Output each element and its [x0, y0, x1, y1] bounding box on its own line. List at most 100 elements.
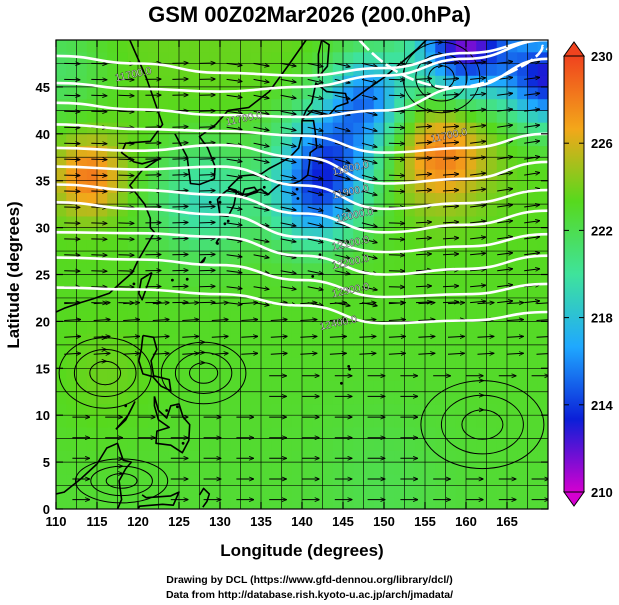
wind-arrow	[253, 286, 269, 290]
credit-drawing: Drawing by DCL (https://www.gfd-dennou.o…	[166, 574, 453, 586]
y-tick-label: 25	[36, 268, 50, 283]
wind-arrow	[152, 336, 169, 337]
wind-arrow	[388, 191, 405, 192]
wind-arrow	[123, 303, 139, 304]
wind-arrow	[300, 336, 316, 337]
wind-arrow	[388, 79, 405, 80]
wind-arrow	[280, 238, 296, 242]
colorbar-tick-label: 210	[591, 485, 613, 500]
wind-arrow	[470, 141, 486, 143]
wind-arrow	[226, 207, 242, 209]
wind-arrow	[470, 173, 486, 175]
wind-arrow	[442, 158, 459, 159]
wind-arrow	[415, 158, 432, 159]
y-tick-label: 45	[36, 80, 50, 95]
wind-arrow	[118, 143, 134, 144]
wind-arrow	[307, 62, 323, 66]
wind-arrow	[415, 286, 432, 287]
wind-arrow	[334, 126, 350, 131]
coastline	[153, 396, 191, 454]
wind-arrow	[270, 336, 287, 337]
wind-arrow	[497, 125, 512, 127]
wind-arrow	[226, 127, 242, 129]
y-tick-label: 15	[36, 361, 50, 376]
wind-arrow	[361, 222, 377, 227]
wind-arrow	[470, 62, 486, 64]
height-contour	[56, 143, 548, 185]
wind-arrow	[211, 303, 228, 304]
x-axis-ticks: 110 115 120 125 130 135 140 145 150 155 160 165	[46, 40, 518, 529]
wind-arrow	[418, 336, 434, 337]
coastline	[137, 491, 180, 509]
wind-arrow	[91, 95, 107, 96]
wind-arrow	[253, 254, 269, 258]
wind-arrow	[199, 143, 216, 144]
wind-arrow	[334, 62, 350, 66]
island	[226, 219, 230, 223]
wind-arrow	[470, 269, 486, 271]
wind-arrow	[280, 142, 296, 146]
wind-arrow	[470, 110, 486, 112]
wind-arrow	[361, 142, 377, 147]
wind-arrow	[280, 94, 296, 98]
wind-arrow	[307, 94, 323, 99]
wind-arrow	[388, 95, 405, 96]
wind-arrow	[172, 127, 188, 128]
island	[216, 242, 219, 245]
wind-arrow	[199, 159, 216, 160]
height-contour	[56, 165, 548, 211]
colorbar-scale	[563, 55, 585, 493]
island	[185, 277, 189, 281]
wind-arrow	[64, 303, 80, 304]
island	[181, 441, 185, 445]
wind-arrow	[118, 127, 134, 128]
wind-arrow	[470, 205, 486, 207]
island	[348, 367, 351, 371]
wind-arrow	[280, 62, 296, 66]
wind-arrow	[270, 353, 287, 354]
wind-arrow	[470, 253, 486, 255]
wind-arrow	[182, 336, 198, 337]
wind-arrow	[253, 206, 269, 210]
wind-arrow	[442, 254, 459, 255]
x-tick-label: 150	[373, 514, 395, 529]
y-tick-label: 5	[43, 455, 50, 470]
wind-arrow	[506, 336, 523, 337]
wind-arrow	[334, 174, 350, 179]
wind-arrow	[470, 78, 486, 80]
wind-arrow	[226, 159, 242, 162]
wind-arrow	[226, 79, 242, 81]
x-tick-label: 120	[127, 514, 149, 529]
wind-arrow	[447, 336, 464, 337]
wind-arrow	[280, 174, 296, 178]
wind-arrow	[524, 253, 540, 255]
wind-arrow	[280, 270, 296, 274]
wind-arrow	[506, 303, 523, 304]
wind-arrow	[470, 94, 486, 96]
wind-arrow	[524, 301, 540, 303]
wind-arrow	[211, 320, 228, 321]
wind-arrow	[280, 78, 296, 82]
wind-arrow	[253, 190, 269, 194]
wind-arrow	[93, 303, 110, 304]
island	[296, 197, 300, 200]
wind-arrow	[182, 303, 198, 304]
wind-arrow	[307, 270, 323, 274]
wind-arrow	[199, 238, 216, 239]
credit-data-source: Data from http://database.rish.kyoto-u.a…	[165, 589, 454, 601]
wind-arrow	[497, 237, 512, 239]
wind-arrow	[442, 286, 459, 287]
island	[165, 409, 169, 412]
wind-arrow	[497, 93, 512, 95]
wind-arrow	[418, 320, 434, 321]
wind-arrow	[118, 111, 134, 112]
island	[347, 365, 351, 368]
island	[262, 185, 266, 189]
wind-arrow	[253, 126, 269, 130]
height-contour	[56, 231, 548, 276]
wind-arrow	[497, 221, 512, 223]
wind-arrow	[524, 93, 540, 95]
wind-arrow	[477, 353, 494, 354]
wind-arrow	[300, 303, 316, 304]
wind-arrow	[280, 158, 296, 162]
